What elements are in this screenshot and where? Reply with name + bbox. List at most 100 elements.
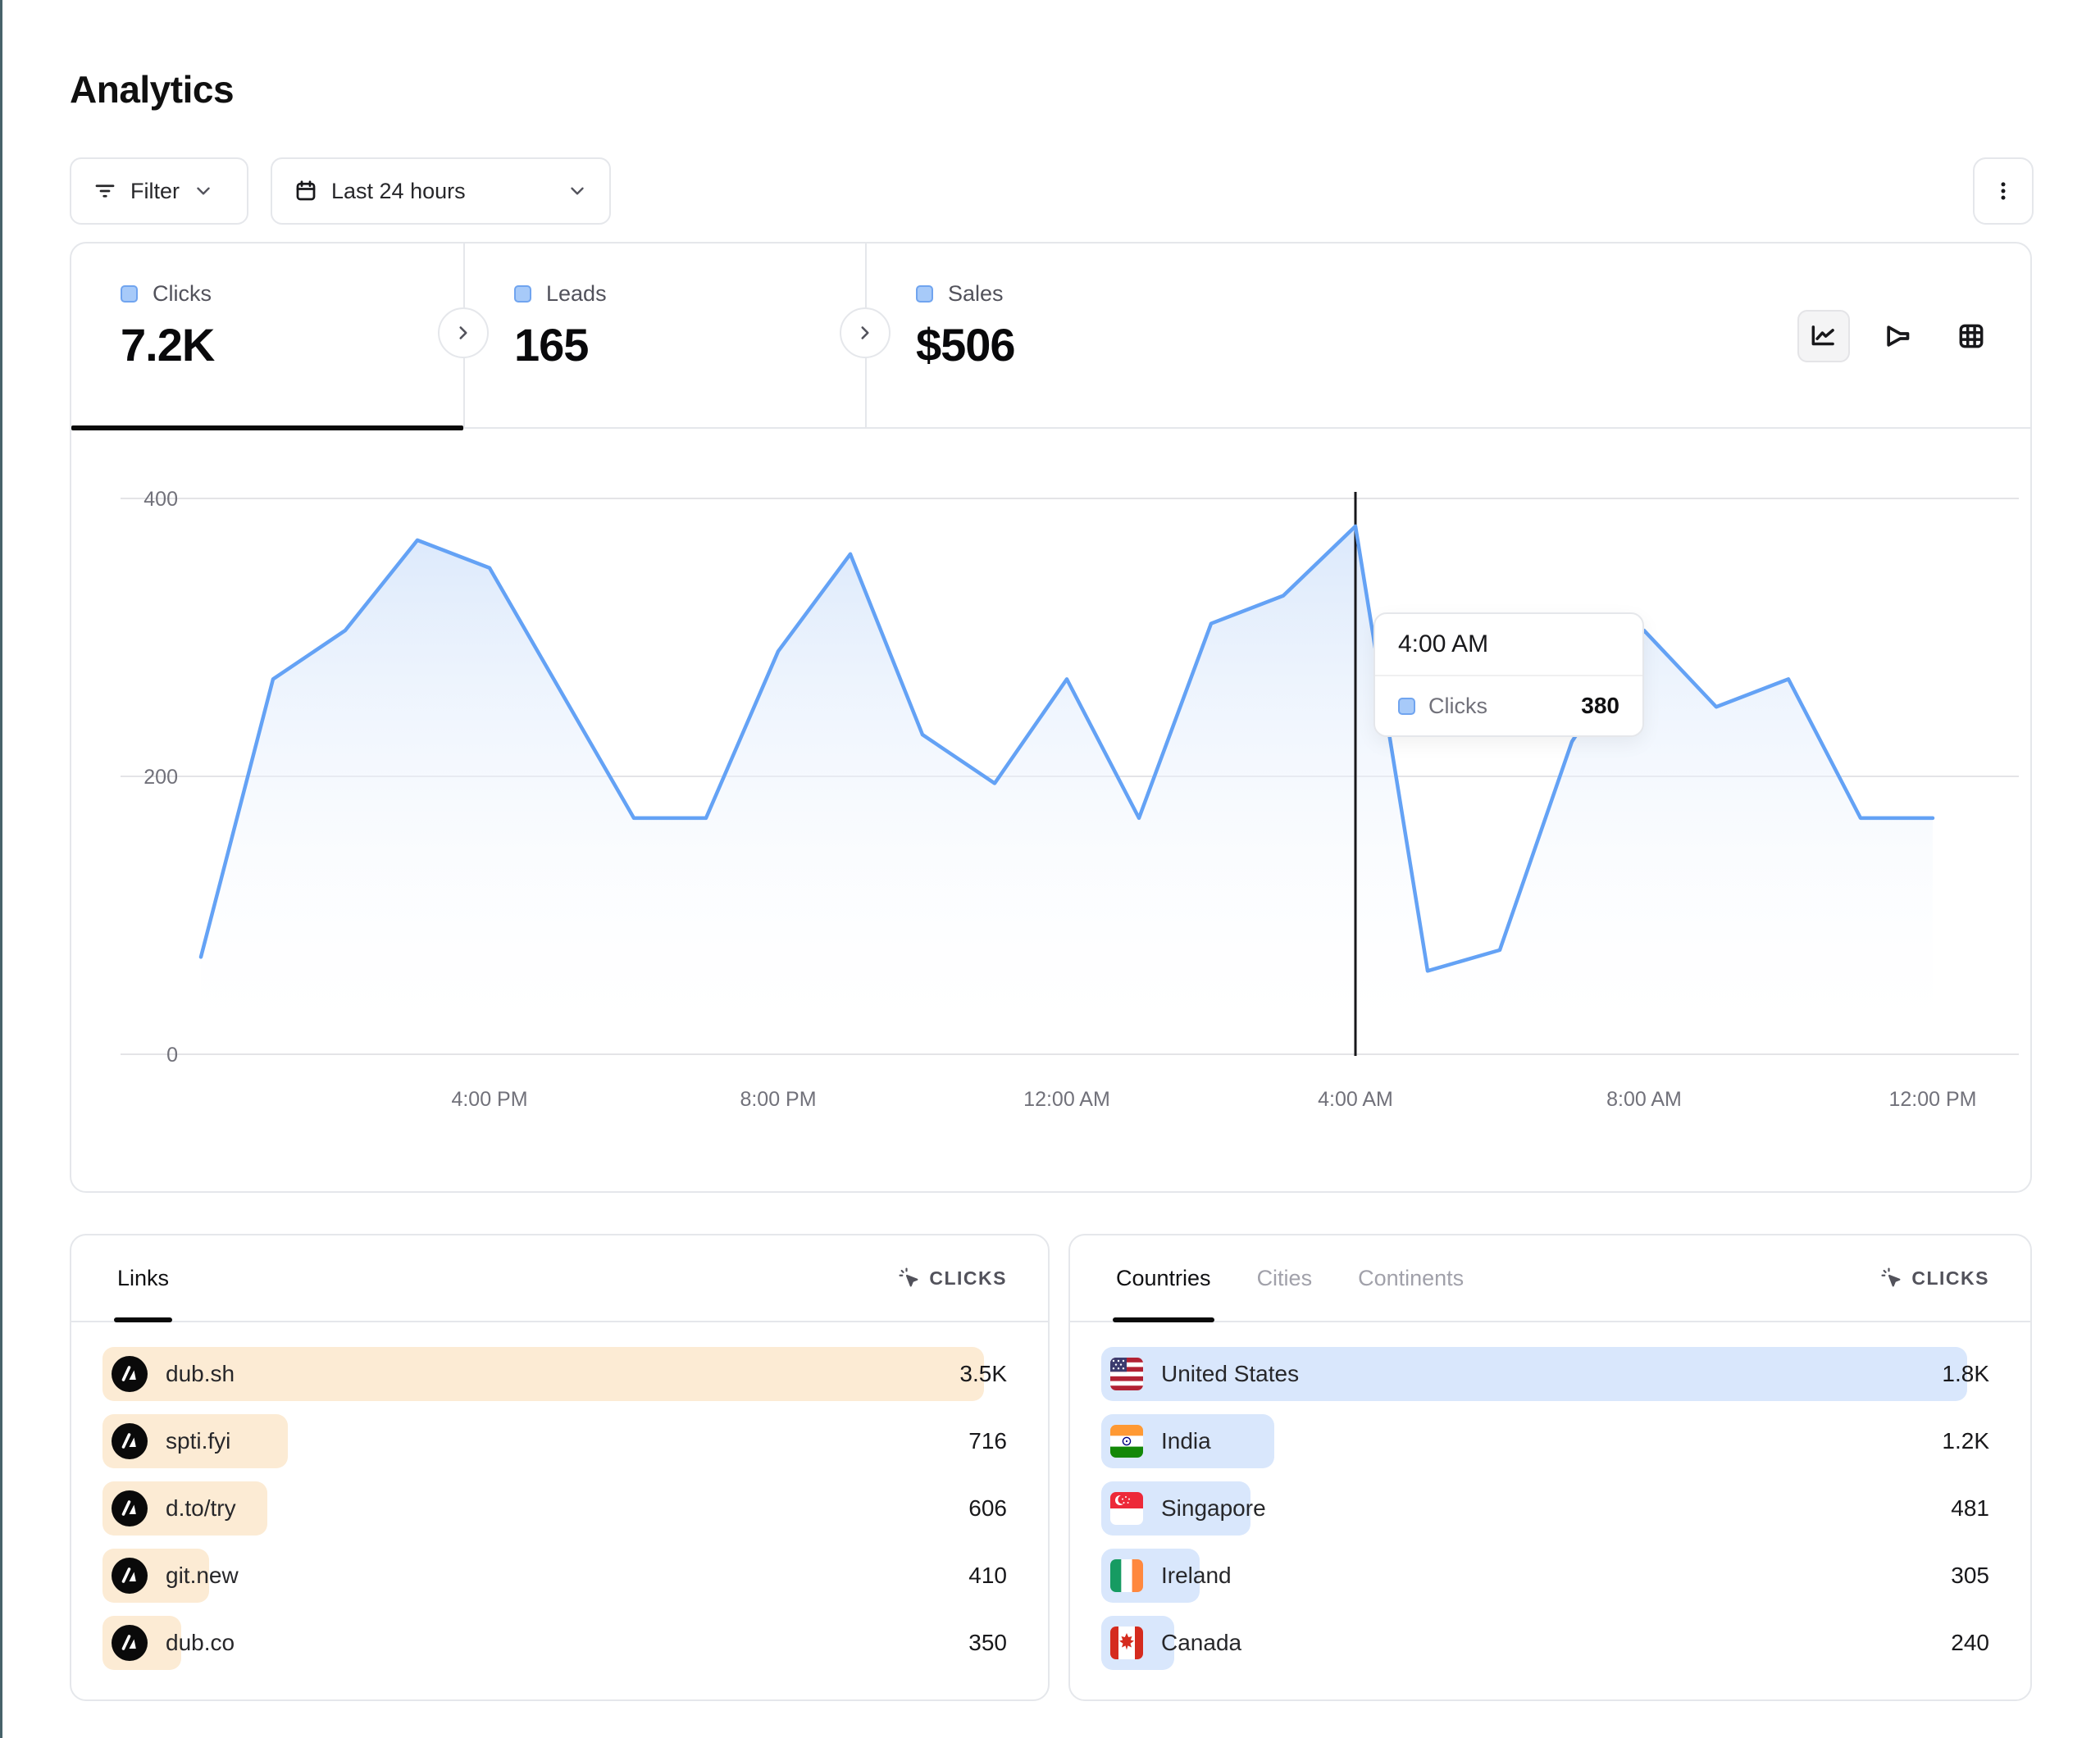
list-item[interactable]: Singapore 481: [1101, 1481, 1989, 1536]
item-label: git.new: [166, 1563, 239, 1588]
flag-us-icon: [1110, 1358, 1143, 1390]
list-item[interactable]: d.to/try 606: [102, 1481, 1007, 1536]
list-item[interactable]: spti.fyi 716: [102, 1414, 1007, 1468]
active-tab-underline: [1113, 1317, 1214, 1322]
date-range-button[interactable]: Last 24 hours: [271, 157, 611, 225]
expand-leads-chevron-button[interactable]: [840, 307, 891, 358]
geo-rows: United States 1.8K India 1.2K Singapore 481 Ir…: [1101, 1347, 1989, 1670]
dub-logo-icon: [112, 1490, 148, 1526]
dub-logo-icon: [112, 1356, 148, 1392]
item-label: United States: [1161, 1361, 1300, 1386]
tab-sales[interactable]: Sales $506: [867, 243, 1267, 429]
links-metric-header[interactable]: CLICKS: [898, 1267, 1007, 1290]
item-label: Singapore: [1161, 1495, 1266, 1521]
item-value: 410: [968, 1563, 1007, 1588]
chevron-down-icon: [567, 180, 588, 202]
x-axis-tick: 12:00 PM: [1888, 1088, 1976, 1111]
leads-value: 165: [514, 319, 589, 371]
y-axis-tick: 400: [143, 488, 178, 511]
list-item[interactable]: Ireland 305: [1101, 1549, 1989, 1603]
item-value: 606: [968, 1495, 1007, 1521]
tab-countries[interactable]: Countries: [1113, 1235, 1214, 1322]
more-options-button[interactable]: [1973, 157, 2034, 225]
expand-clicks-chevron-button[interactable]: [438, 307, 489, 358]
cursor-click-icon: [1880, 1267, 1903, 1290]
leads-tab-label: Leads: [546, 281, 607, 306]
tab-label: Countries: [1116, 1265, 1211, 1290]
filter-button[interactable]: Filter: [70, 157, 248, 225]
filter-button-label: Filter: [130, 178, 180, 203]
active-tab-underline: [71, 425, 463, 430]
grid-icon: [1959, 324, 1984, 348]
item-label: Canada: [1161, 1630, 1242, 1655]
x-axis-tick: 8:00 AM: [1606, 1088, 1682, 1111]
item-label: d.to/try: [166, 1495, 236, 1521]
tooltip-time: 4:00 AM: [1375, 614, 1642, 676]
funnel-icon: [1887, 325, 1910, 347]
clicks-tab-label: Clicks: [153, 281, 212, 306]
dub-logo-icon: [112, 1625, 148, 1661]
flag-ca-icon: [1110, 1627, 1143, 1659]
sales-legend-square: [916, 285, 933, 303]
sales-tab-label: Sales: [948, 281, 1004, 306]
geo-tabs: Countries Cities Continents: [1113, 1235, 1464, 1322]
page-title: Analytics: [70, 68, 235, 111]
list-item[interactable]: India 1.2K: [1101, 1414, 1989, 1468]
value-bar: [102, 1347, 985, 1401]
line-chart-view-button[interactable]: [1797, 310, 1850, 362]
tab-label: Continents: [1358, 1265, 1465, 1290]
item-value: 240: [1951, 1630, 1989, 1655]
list-item[interactable]: United States 1.8K: [1101, 1347, 1989, 1401]
chevron-right-icon: [861, 326, 869, 339]
calendar-icon: [294, 179, 318, 203]
item-value: 305: [1951, 1563, 1989, 1588]
item-label: India: [1161, 1428, 1211, 1454]
item-value: 1.8K: [1942, 1361, 1989, 1386]
flag-in-icon: [1110, 1425, 1143, 1458]
tab-links[interactable]: Links: [114, 1235, 173, 1322]
links-panel: Links CLICKS dub.sh 3.5K spti.fyi 716 d.to/t…: [70, 1234, 1050, 1701]
links-tab-label: Links: [117, 1265, 170, 1290]
tab-cities[interactable]: Cities: [1257, 1235, 1313, 1321]
item-value: 350: [968, 1630, 1007, 1655]
geo-metric-header[interactable]: CLICKS: [1880, 1267, 1989, 1290]
kebab-menu-icon: [1991, 179, 2016, 203]
links-metric-label: CLICKS: [929, 1267, 1007, 1289]
table-view-button[interactable]: [1945, 310, 1998, 362]
clicks-area-chart[interactable]: 0 200 400 4:00 PM 8:00 PM 12:00 AM 4:00 AM 8:00…: [71, 243, 2034, 1194]
leads-legend-square: [514, 285, 531, 303]
x-axis-tick: 12:00 AM: [1023, 1088, 1110, 1111]
line-chart-icon: [1811, 325, 1834, 346]
item-value: 3.5K: [959, 1361, 1007, 1386]
tab-leads[interactable]: Leads 165: [465, 243, 865, 429]
tab-continents[interactable]: Continents: [1358, 1235, 1464, 1321]
list-item[interactable]: dub.sh 3.5K: [102, 1347, 1007, 1401]
flag-ie-icon: [1110, 1559, 1143, 1592]
list-item[interactable]: git.new 410: [102, 1549, 1007, 1603]
y-axis-tick: 0: [166, 1044, 178, 1067]
geo-panel: Countries Cities Continents CLICKS United …: [1068, 1234, 2032, 1701]
tab-clicks[interactable]: Clicks 7.2K: [71, 243, 463, 430]
x-axis-tick: 4:00 PM: [451, 1088, 527, 1111]
item-value: 1.2K: [1942, 1428, 1989, 1454]
flag-sg-icon: [1110, 1492, 1143, 1525]
tab-label: Cities: [1256, 1265, 1313, 1290]
tooltip-value: 380: [1581, 693, 1619, 718]
list-item[interactable]: dub.co 350: [102, 1616, 1007, 1670]
dub-logo-icon: [112, 1423, 148, 1459]
clicks-legend-square: [121, 285, 138, 303]
area-fill: [201, 525, 1933, 1054]
chevron-right-icon: [459, 326, 467, 339]
list-item[interactable]: Canada 240: [1101, 1616, 1989, 1670]
value-bar: [1101, 1347, 1967, 1401]
tooltip-series-label: Clicks: [1428, 693, 1487, 718]
active-tab-underline: [114, 1317, 173, 1322]
sales-value: $506: [916, 319, 1016, 371]
clicks-line: [198, 524, 1935, 973]
chart-tooltip: 4:00 AM Clicks 380: [1373, 612, 1644, 737]
funnel-view-button[interactable]: [1871, 310, 1924, 362]
dub-logo-icon: [112, 1558, 148, 1594]
item-label: spti.fyi: [166, 1428, 231, 1454]
y-axis-tick: 200: [143, 766, 178, 789]
